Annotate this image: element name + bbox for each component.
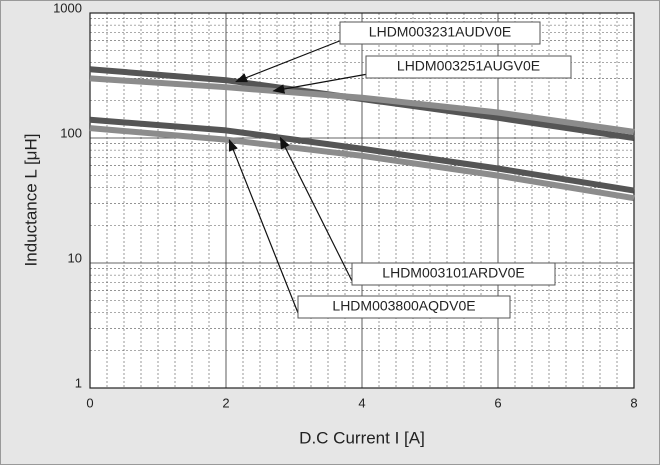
callout-box bbox=[297, 295, 511, 319]
plot-frame bbox=[89, 12, 635, 389]
x-tick-label: 2 bbox=[222, 395, 229, 410]
callout-box bbox=[351, 262, 556, 286]
x-tick-label: 6 bbox=[494, 395, 501, 410]
series-line bbox=[89, 75, 635, 135]
callout-box bbox=[365, 55, 572, 79]
y-tick-label: 1 bbox=[75, 375, 82, 390]
legend-label: LHDM003251AUGV0E bbox=[397, 58, 540, 74]
y-tick-label: 10 bbox=[68, 250, 82, 265]
y-tick-label: 1000 bbox=[53, 0, 82, 15]
callout-arrow bbox=[279, 136, 355, 286]
series-line bbox=[89, 125, 635, 202]
x-tick-label: 8 bbox=[630, 395, 637, 410]
series-line bbox=[89, 116, 635, 194]
y-tick-label: 100 bbox=[60, 125, 82, 140]
legend-label: LHDM003101ARDV0E bbox=[382, 265, 524, 281]
y-axis-label: Inductance L [μH] bbox=[21, 134, 40, 267]
x-tick-label: 0 bbox=[86, 395, 93, 410]
callout-arrow bbox=[228, 138, 301, 319]
x-tick-label: 4 bbox=[358, 395, 365, 410]
legend-label: LHDM003800AQDV0E bbox=[332, 298, 475, 314]
callout-box bbox=[339, 21, 541, 45]
legend-label: LHDM003231AUDV0E bbox=[369, 24, 511, 40]
callout-arrow bbox=[235, 39, 343, 83]
callout-arrow bbox=[272, 73, 369, 94]
x-axis-label: D.C Current I [A] bbox=[299, 428, 425, 447]
